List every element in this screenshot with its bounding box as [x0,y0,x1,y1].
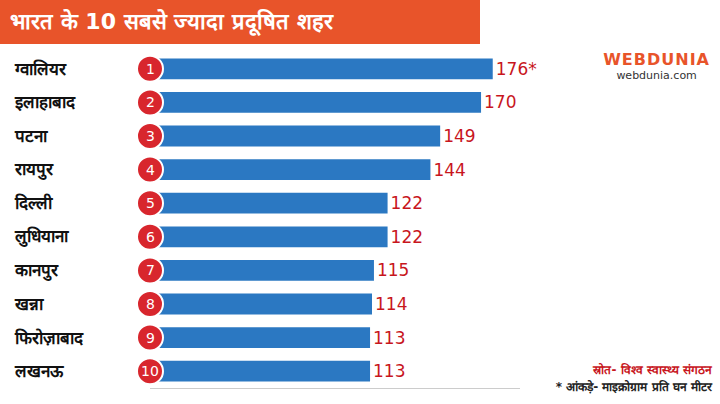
svg-text:6: 6 [146,229,155,245]
svg-text:दिल्ली: दिल्ली [14,193,53,213]
html-text:स्रोत- विश्व स्वास्थ्य संगठन: स्रोत- विश्व स्वास्थ्य संगठन [593,363,712,377]
svg-text:122: 122 [391,193,423,213]
svg-text:1: 1 [146,61,155,77]
svg-text:ग्वालियर: ग्वालियर [14,59,67,79]
html-text:* आंकड़े- माइक्रोग्राम प्रति घ: * आंकड़े- माइक्रोग्राम प्रति घन मीटर [555,380,712,394]
svg-text:115: 115 [377,260,409,280]
svg-text:144: 144 [433,160,465,180]
svg-text:लुधियाना: लुधियाना [14,226,69,247]
svg-text:खन्ना: खन्ना [14,294,44,314]
svg-text:2: 2 [146,94,155,110]
svg-text:कानपुर: कानपुर [14,260,59,281]
svg-text:पटना: पटना [14,126,48,146]
html-text:भारत के 10 सबसे ज्यादा प्रदूषि: भारत के 10 सबसे ज्यादा प्रदूषित शहर [10,9,333,34]
svg-text:7: 7 [146,262,155,278]
svg-text:4: 4 [146,162,155,178]
html-text:webdunia.com: webdunia.com [616,69,697,82]
svg-text:10: 10 [141,363,159,379]
svg-text:3: 3 [146,128,155,144]
svg-text:122: 122 [391,227,423,247]
svg-text:176*: 176* [496,59,537,79]
svg-text:इलाहाबाद: इलाहाबाद [14,92,76,112]
svg-text:लखनऊ: लखनऊ [14,361,64,381]
svg-text:149: 149 [443,126,475,146]
svg-text:5: 5 [146,195,155,211]
html-text:WEBDUNIA: WEBDUNIA [603,50,710,69]
svg-text:8: 8 [146,296,155,312]
svg-text:113: 113 [373,328,405,348]
svg-text:170: 170 [484,92,516,112]
svg-text:फिरोज़ाबाद: फिरोज़ाबाद [14,328,84,348]
svg-text:9: 9 [146,330,155,346]
svg-text:रायपुर: रायपुर [14,159,54,180]
svg-text:114: 114 [375,294,407,314]
svg-text:113: 113 [373,361,405,381]
